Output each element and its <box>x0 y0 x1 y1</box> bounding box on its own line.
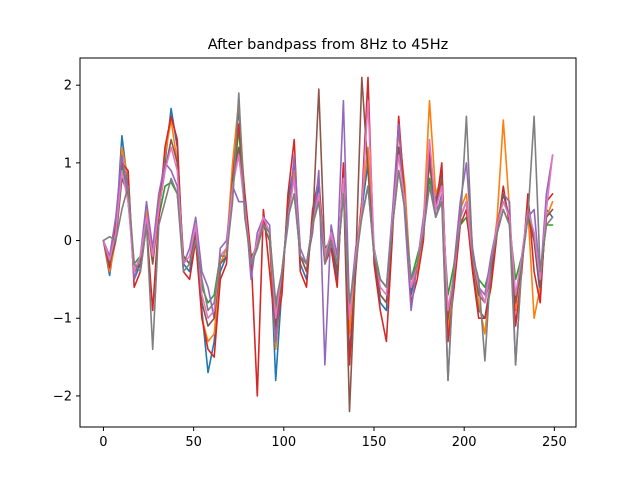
x-tick-label: 50 <box>185 435 202 450</box>
x-tick-label: 0 <box>99 435 107 450</box>
plot-frame <box>79 57 577 428</box>
series-line <box>102 99 554 320</box>
series-line <box>102 76 554 397</box>
y-tick-label: 0 <box>64 234 72 249</box>
series-layer <box>102 76 554 413</box>
x-tick-label: 200 <box>452 435 477 450</box>
series-line <box>102 92 554 382</box>
y-tick-label: −2 <box>53 389 72 404</box>
x-tick-label: 250 <box>542 435 567 450</box>
x-tick-label: 100 <box>271 435 296 450</box>
x-tick-label: 150 <box>362 435 387 450</box>
chart-title: After bandpass from 8Hz to 45Hz <box>208 37 449 53</box>
y-tick-label: −1 <box>53 312 72 327</box>
y-tick-label: 1 <box>64 156 72 171</box>
x-axis: 0 50 100 150 200 250 <box>99 427 567 450</box>
y-axis: −2 −1 0 1 2 <box>53 79 80 404</box>
y-tick-label: 2 <box>64 79 72 94</box>
